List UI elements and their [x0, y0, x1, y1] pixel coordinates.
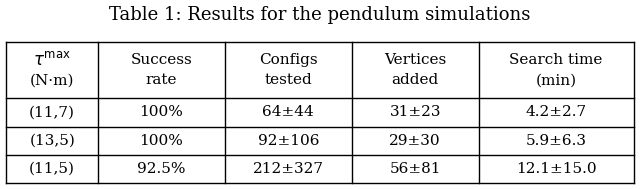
- Text: 29±30: 29±30: [389, 134, 441, 148]
- Text: 56±81: 56±81: [389, 162, 441, 176]
- Text: Success: Success: [131, 53, 192, 67]
- Text: rate: rate: [146, 73, 177, 87]
- Text: Table 1: Results for the pendulum simulations: Table 1: Results for the pendulum simula…: [109, 6, 531, 24]
- Text: (11,5): (11,5): [29, 162, 76, 176]
- Text: 212±327: 212±327: [253, 162, 324, 176]
- Text: tested: tested: [264, 73, 312, 87]
- Text: 4.2±2.7: 4.2±2.7: [525, 105, 587, 119]
- Text: (min): (min): [536, 73, 577, 87]
- Text: 12.1±15.0: 12.1±15.0: [516, 162, 596, 176]
- Text: 92±106: 92±106: [257, 134, 319, 148]
- Text: 100%: 100%: [140, 105, 184, 119]
- Text: (N·m): (N·m): [30, 73, 74, 87]
- Text: Vertices: Vertices: [384, 53, 446, 67]
- Text: (13,5): (13,5): [29, 134, 75, 148]
- Text: Search time: Search time: [509, 53, 603, 67]
- Text: 5.9±6.3: 5.9±6.3: [525, 134, 587, 148]
- Text: Configs: Configs: [259, 53, 317, 67]
- Text: 100%: 100%: [140, 134, 184, 148]
- Text: $\tau^{\mathrm{max}}$: $\tau^{\mathrm{max}}$: [33, 50, 71, 69]
- Text: 31±23: 31±23: [389, 105, 441, 119]
- Text: added: added: [392, 73, 439, 87]
- Text: 92.5%: 92.5%: [137, 162, 186, 176]
- Text: (11,7): (11,7): [29, 105, 76, 119]
- Text: 64±44: 64±44: [262, 105, 314, 119]
